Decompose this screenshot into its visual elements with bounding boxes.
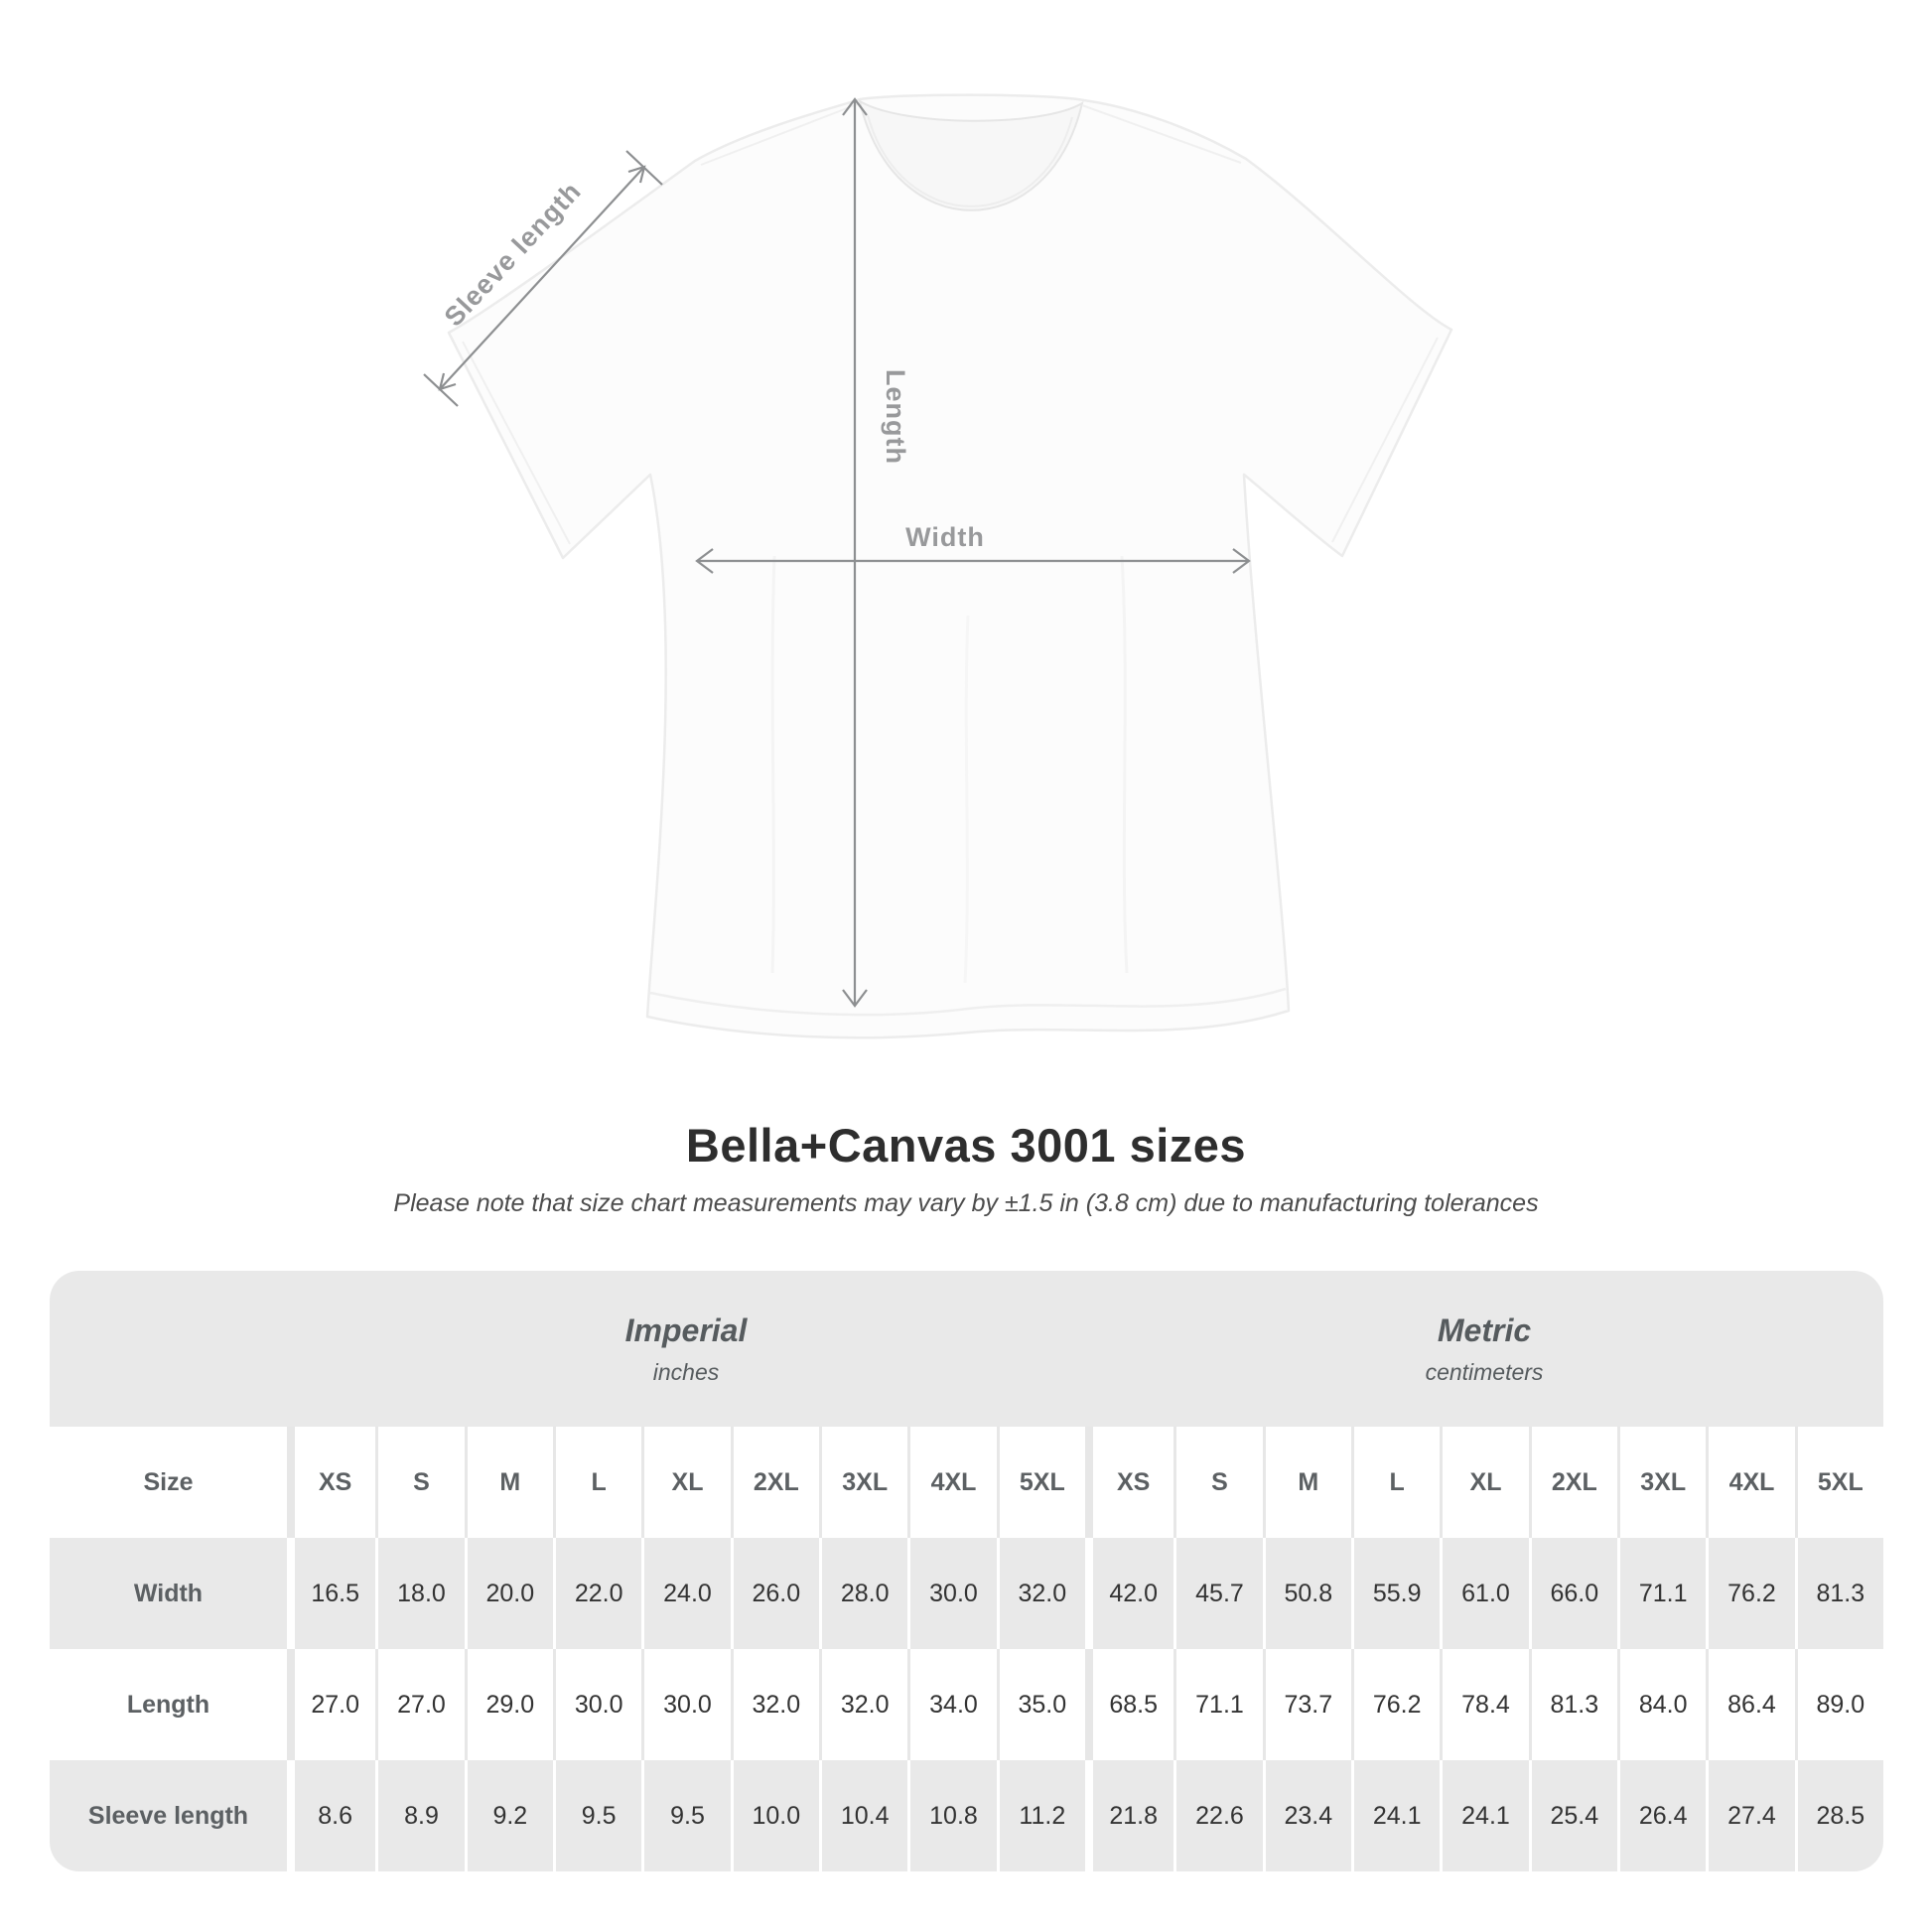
table-cell: 9.5	[641, 1760, 730, 1871]
table-cell: 8.9	[375, 1760, 464, 1871]
width-label: Width	[905, 522, 985, 552]
table-cell: 73.7	[1262, 1649, 1351, 1760]
table-cell: 32.0	[730, 1649, 819, 1760]
table-cell: 50.8	[1262, 1538, 1351, 1649]
table-cell: 42.0	[1085, 1538, 1173, 1649]
col-header-imperial-m: M	[464, 1427, 553, 1538]
page-title: Bella+Canvas 3001 sizes	[685, 1119, 1247, 1172]
table-cell: 9.5	[553, 1760, 641, 1871]
table-cell: 22.0	[553, 1538, 641, 1649]
table-cell: 71.1	[1617, 1538, 1706, 1649]
col-header-metric-l: L	[1351, 1427, 1440, 1538]
table-cell: 25.4	[1528, 1760, 1617, 1871]
table-cell: 24.0	[641, 1538, 730, 1649]
table-cell: 66.0	[1528, 1538, 1617, 1649]
table-row-sleeve-length: Sleeve length 8.6 8.9 9.2 9.5 9.5 10.0 1…	[50, 1760, 1883, 1871]
table-cell: 35.0	[996, 1649, 1085, 1760]
row-label-length: Length	[126, 1690, 210, 1719]
table-cell: 29.0	[464, 1649, 553, 1760]
table-cell: 89.0	[1794, 1649, 1883, 1760]
unit-header-spacer	[50, 1271, 287, 1427]
table-cell: 27.0	[287, 1649, 375, 1760]
table-cell: 16.5	[287, 1538, 375, 1649]
col-header-metric-3xl: 3XL	[1617, 1427, 1706, 1538]
imperial-header: Imperial inches	[287, 1271, 1085, 1427]
row-label-width: Width	[133, 1579, 204, 1607]
col-header-imperial-2xl: 2XL	[730, 1427, 819, 1538]
col-header-metric-4xl: 4XL	[1706, 1427, 1794, 1538]
col-header-metric-xs: XS	[1085, 1427, 1173, 1538]
table-cell: 10.0	[730, 1760, 819, 1871]
table-cell: 24.1	[1351, 1760, 1440, 1871]
table-cell: 10.8	[907, 1760, 996, 1871]
col-header-imperial-3xl: 3XL	[819, 1427, 907, 1538]
table-cell: 27.4	[1706, 1760, 1794, 1871]
page-subtitle: Please note that size chart measurements…	[393, 1189, 1539, 1217]
size-table: Imperial inches Metric centimeters Size …	[50, 1271, 1883, 1871]
table-cell: 81.3	[1794, 1538, 1883, 1649]
size-header-label: Size	[143, 1467, 194, 1496]
table-cell: 30.0	[907, 1538, 996, 1649]
size-header-row: Size XS S M L XL 2XL 3XL 4XL 5XL XS S M …	[50, 1427, 1883, 1538]
table-cell: 23.4	[1262, 1760, 1351, 1871]
table-cell: 76.2	[1351, 1649, 1440, 1760]
table-row-width: Width 16.5 18.0 20.0 22.0 24.0 26.0 28.0…	[50, 1538, 1883, 1649]
table-cell: 28.5	[1794, 1760, 1883, 1871]
metric-subtitle: centimeters	[1425, 1358, 1544, 1385]
table-cell: 26.0	[730, 1538, 819, 1649]
col-header-imperial-l: L	[553, 1427, 641, 1538]
table-cell: 32.0	[819, 1649, 907, 1760]
col-header-metric-5xl: 5XL	[1794, 1427, 1883, 1538]
width-arrow	[695, 548, 1251, 574]
table-cell: 34.0	[907, 1649, 996, 1760]
length-label: Length	[881, 369, 910, 465]
col-header-metric-m: M	[1262, 1427, 1351, 1538]
tshirt-illustration	[447, 93, 1453, 1039]
col-header-imperial-4xl: 4XL	[907, 1427, 996, 1538]
table-cell: 22.6	[1173, 1760, 1262, 1871]
table-cell: 76.2	[1706, 1538, 1794, 1649]
table-cell: 86.4	[1706, 1649, 1794, 1760]
imperial-title: Imperial	[624, 1311, 748, 1348]
table-cell: 55.9	[1351, 1538, 1440, 1649]
table-cell: 24.1	[1440, 1760, 1528, 1871]
table-cell: 30.0	[641, 1649, 730, 1760]
table-cell: 10.4	[819, 1760, 907, 1871]
col-header-imperial-s: S	[375, 1427, 464, 1538]
col-header-metric-2xl: 2XL	[1528, 1427, 1617, 1538]
table-cell: 84.0	[1617, 1649, 1706, 1760]
col-header-imperial-xs: XS	[287, 1427, 375, 1538]
table-row-length: Length 27.0 27.0 29.0 30.0 30.0 32.0 32.…	[50, 1649, 1883, 1760]
metric-title: Metric	[1437, 1311, 1532, 1348]
table-cell: 71.1	[1173, 1649, 1262, 1760]
table-cell: 27.0	[375, 1649, 464, 1760]
table-cell: 9.2	[464, 1760, 553, 1871]
table-cell: 32.0	[996, 1538, 1085, 1649]
table-cell: 78.4	[1440, 1649, 1528, 1760]
col-header-imperial-5xl: 5XL	[996, 1427, 1085, 1538]
table-cell: 11.2	[996, 1760, 1085, 1871]
col-header-metric-s: S	[1173, 1427, 1262, 1538]
table-cell: 18.0	[375, 1538, 464, 1649]
sleeve-length-arrow	[423, 150, 663, 407]
unit-header-row: Imperial inches Metric centimeters	[50, 1271, 1883, 1427]
table-cell: 45.7	[1173, 1538, 1262, 1649]
metric-header: Metric centimeters	[1085, 1271, 1883, 1427]
imperial-subtitle: inches	[652, 1358, 720, 1385]
table-cell: 81.3	[1528, 1649, 1617, 1760]
row-label-sleeve-length: Sleeve length	[87, 1801, 249, 1830]
tshirt-diagram: Sleeve length Length Width	[423, 93, 1453, 1039]
length-arrow	[842, 97, 868, 1008]
table-cell: 8.6	[287, 1760, 375, 1871]
col-header-metric-xl: XL	[1440, 1427, 1528, 1538]
table-cell: 68.5	[1085, 1649, 1173, 1760]
table-cell: 61.0	[1440, 1538, 1528, 1649]
table-cell: 21.8	[1085, 1760, 1173, 1871]
table-cell: 30.0	[553, 1649, 641, 1760]
table-cell: 26.4	[1617, 1760, 1706, 1871]
col-header-imperial-xl: XL	[641, 1427, 730, 1538]
table-cell: 20.0	[464, 1538, 553, 1649]
table-cell: 28.0	[819, 1538, 907, 1649]
